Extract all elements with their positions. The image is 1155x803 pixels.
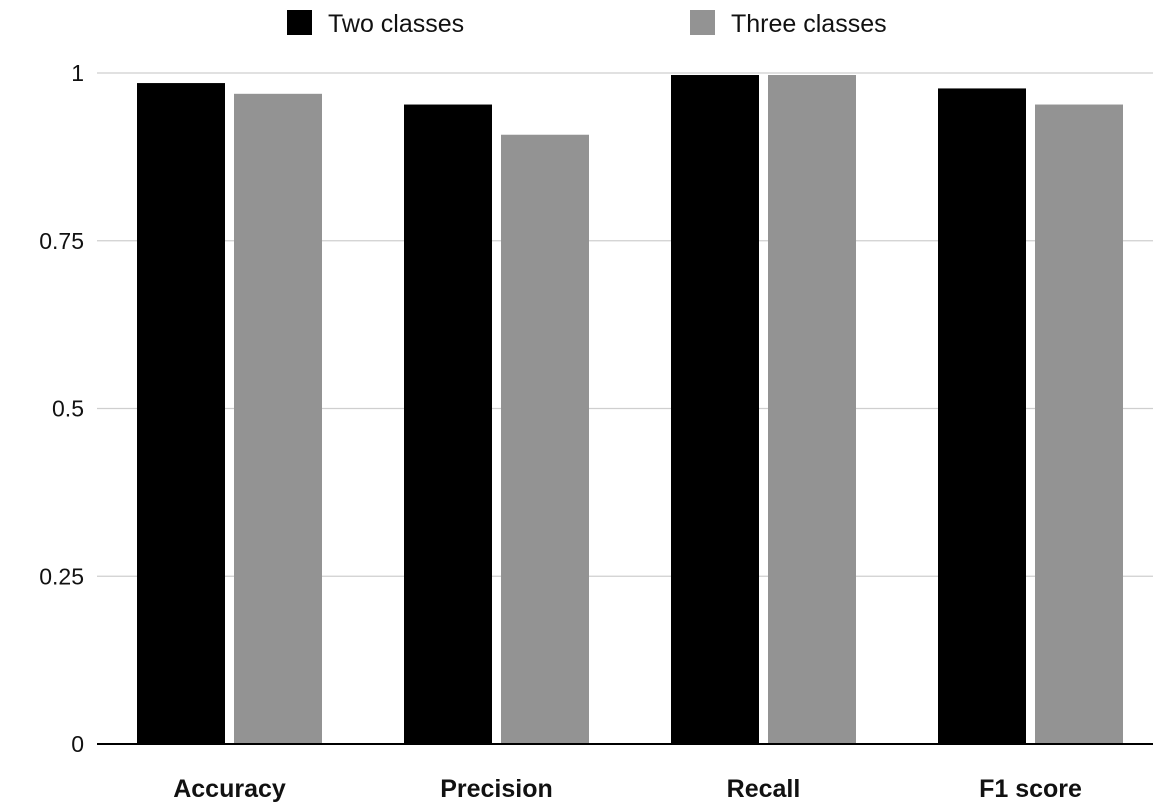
y-tick-label: 0 (71, 731, 84, 757)
bar-accuracy-series-1 (234, 93, 322, 744)
bar-precision-series-0 (404, 104, 492, 745)
x-category-label: Recall (727, 775, 801, 803)
y-tick-label: 0.25 (39, 563, 84, 589)
y-tick-label: 1 (71, 60, 84, 86)
legend-label: Three classes (731, 10, 887, 38)
x-category-label: F1 score (979, 775, 1082, 803)
x-category-label: Precision (440, 775, 553, 803)
y-tick-label: 0.75 (39, 228, 84, 254)
y-axis-ticks: 0 0.25 0.5 0.75 1 (39, 60, 84, 757)
x-axis-categories: Accuracy Precision Recall F1 score (173, 775, 1082, 803)
y-tick-label: 0.5 (52, 396, 84, 422)
legend-label: Two classes (328, 10, 464, 38)
bar-precision-series-1 (501, 134, 589, 744)
legend-swatch (287, 10, 312, 35)
bar-recall-series-1 (768, 75, 856, 744)
legend-swatch (690, 10, 715, 35)
bar-f1-score-series-1 (1035, 104, 1123, 745)
x-category-label: Accuracy (173, 775, 286, 803)
bars (137, 75, 1123, 745)
bar-recall-series-0 (671, 75, 759, 744)
bar-accuracy-series-0 (137, 83, 225, 744)
bar-f1-score-series-0 (938, 88, 1026, 745)
legend: Two classes Three classes (287, 10, 887, 38)
